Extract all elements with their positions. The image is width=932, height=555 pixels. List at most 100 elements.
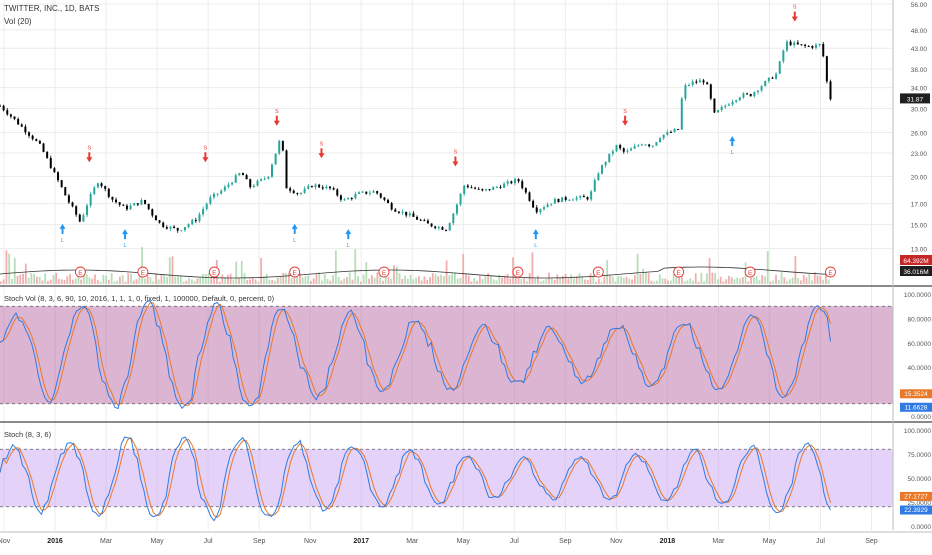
volume-bar [346,277,348,284]
earnings-marker[interactable] [673,266,685,278]
volume-bar [357,276,359,284]
candle [75,206,78,215]
x-tick-label: Sep [253,538,266,545]
volume-bar [741,277,744,284]
volume-bar [185,280,188,284]
candle [383,197,386,200]
volume-bar [393,265,395,284]
earnings-marker[interactable] [289,266,301,278]
volume-bar [132,280,135,284]
candle [202,208,205,215]
sell-signal-label: S [454,149,458,155]
candle [158,220,161,223]
candle [481,188,484,191]
candle [644,144,647,146]
y-tick-label: 43.00 [911,46,928,53]
candle [67,195,70,203]
volume-bar [207,273,210,284]
candle [499,186,502,188]
volume-bar [470,281,473,284]
candle [778,61,781,74]
volume-bar [758,280,761,284]
earnings-marker[interactable] [74,266,86,278]
candle [470,187,473,189]
volume-bar [141,247,143,284]
volume-bar [561,275,564,284]
earnings-marker[interactable] [825,266,836,278]
volume-bar [628,278,631,284]
volume-bar [63,279,66,284]
candle [419,219,422,221]
buy-signal-arrow [532,229,539,240]
volume-bar [66,276,69,284]
volume-bar [321,280,323,284]
candle [176,227,179,231]
volume-bar [764,276,766,284]
pane-separators[interactable] [0,285,932,533]
candle [361,191,364,193]
earnings-marker[interactable] [208,266,220,278]
candle [648,144,651,147]
candle [28,132,31,136]
earnings-marker[interactable] [592,266,604,278]
volume-bar [19,274,22,284]
x-tick-label: May [150,538,164,545]
candle [35,139,38,141]
volume-bar [196,278,199,284]
candle [749,94,752,97]
candle [466,185,469,188]
volume-bar [298,272,301,284]
volume-bar [733,279,736,284]
oscillator-tick-label: 100.0000 [904,292,931,299]
earnings-marker-label: E [78,270,83,277]
volume-bar [528,273,531,284]
stoch-pane[interactable]: 100.0000 75.0000 50.0000 25.0000 0.0000 27.17… [0,428,932,531]
candle [227,184,230,187]
y-tick-label: 38.00 [911,67,928,74]
sell-signal-arrow [791,11,798,22]
volume-bar [442,276,445,284]
oscillator-tick-label: 0.0000 [911,414,931,421]
candle [430,223,433,227]
volume-bar [489,275,492,284]
candle [303,188,306,193]
volume-bar [625,276,628,284]
earnings-marker[interactable] [137,266,149,278]
volume-badge-1 [900,255,932,265]
volume-bar [16,275,19,284]
price-candles[interactable] [0,39,832,233]
oscillator-tick-label: 80.0000 [908,316,932,323]
candle [82,215,85,222]
volume-bar [334,250,337,284]
x-tick-label: Sep [865,538,878,545]
volume-bar [669,280,672,284]
volume-bar [91,278,94,284]
candle [292,190,295,194]
candle [662,134,665,139]
earnings-marker[interactable] [378,266,390,278]
earnings-marker[interactable] [744,266,756,278]
candle [793,42,796,46]
candle [564,197,567,200]
volume-bar [412,279,415,284]
candle [256,180,259,186]
volume-bar [523,278,526,284]
earnings-marker[interactable] [512,266,524,278]
volume-bar [595,281,597,284]
candle [78,214,81,222]
volume-bar [368,278,370,284]
candle [724,105,727,107]
candle [452,213,455,224]
volume-bar [609,275,611,284]
stoch-vol-pane[interactable]: 100.000080.000060.000040.000020.00000.00… [0,292,932,421]
volume-bar [420,280,423,284]
candle [535,207,538,213]
volume-bar [110,273,113,284]
volume-bar [656,280,658,284]
candle [706,82,709,85]
candle [604,162,607,166]
candle [249,179,252,188]
volume-bar [376,272,379,284]
